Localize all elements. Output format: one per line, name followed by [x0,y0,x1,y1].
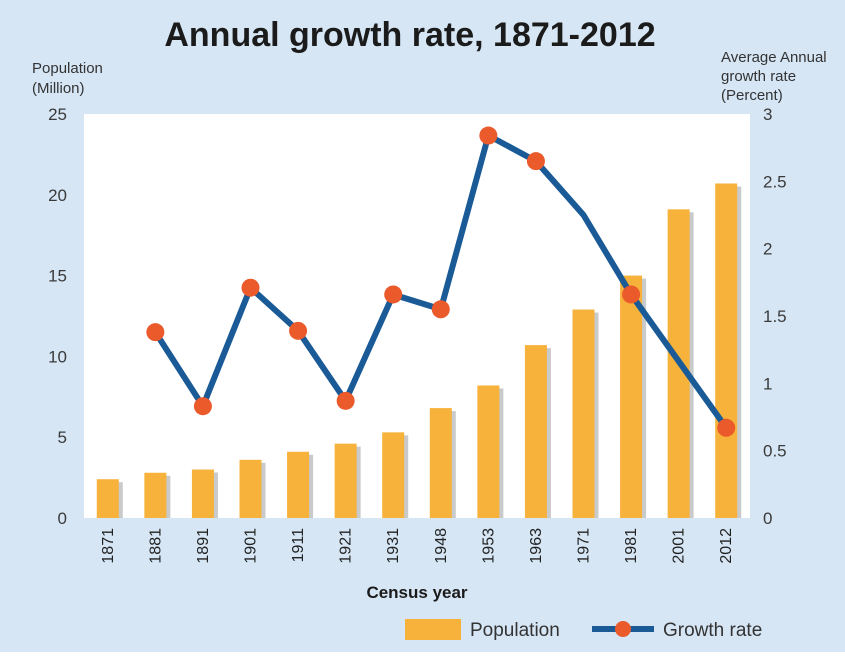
x-axis-tick-label: 1871 [100,528,117,564]
right-axis-tick-label: 2 [763,240,772,259]
left-axis-tick-label: 5 [58,428,67,447]
right-axis-tick-label: 1.5 [763,307,787,326]
chart-title: Annual growth rate, 1871-2012 [164,16,655,54]
growth-rate-point [241,278,260,297]
right-axis-tick-label: 0 [763,509,772,528]
x-axis-tick-label: 1963 [528,528,545,564]
right-axis-tick-label: 2.5 [763,172,787,191]
x-axis-tick-label: 1971 [576,528,593,564]
x-axis-tick-label: 2012 [718,528,735,564]
left-axis-tick-label: 25 [48,105,67,124]
population-bar [287,451,310,518]
population-bar [715,183,738,518]
x-axis-tick-label: 1921 [338,528,355,564]
x-axis-tick-label: 1931 [385,528,402,564]
growth-rate-point [289,321,308,340]
right-axis-tick-label: 1 [763,374,772,393]
right-axis-title-line-3: (Percent) [721,87,783,104]
legend-population-label: Population [470,620,560,641]
population-bar [572,309,595,518]
growth-rate-point [336,391,355,410]
right-axis-title-line-2: growth rate [721,68,796,85]
left-axis-tick-label: 20 [48,186,67,205]
population-bar [382,432,405,518]
x-axis-tick-label: 1953 [480,528,497,564]
growth-rate-point [622,285,641,304]
legend-growth-rate-label: Growth rate [663,620,762,641]
legend: Population Growth rate [405,619,762,641]
legend-growth-rate-marker [615,621,631,637]
left-axis-title-line-2: (Million) [32,80,85,97]
left-axis-title-line-1: Population [32,60,103,77]
growth-rate-point [146,323,165,342]
x-axis-tick-label: 1891 [195,528,212,564]
x-axis-tick-label: 1881 [147,528,164,564]
population-bar [144,472,167,518]
right-axis-title-line-1: Average Annual [721,49,827,66]
x-axis-ticks: 1871 1881 1891 1901 1911 1921 1931 1948 1953 1963… [100,528,735,564]
population-bar [524,345,547,518]
right-axis-tick-label: 0.5 [763,442,787,461]
x-axis-tick-label: 2001 [671,528,688,564]
x-axis-tick-label: 1948 [433,528,450,564]
x-axis-tick-label: 1901 [243,528,260,564]
left-axis-tick-label: 10 [48,347,67,366]
legend-population-swatch [405,619,461,640]
population-bar [239,459,262,518]
x-axis-tick-label: 1981 [623,528,640,564]
right-axis-tick-label: 3 [763,105,772,124]
growth-rate-series [146,126,736,437]
growth-rate-point [479,126,498,145]
population-bar [429,408,452,518]
left-axis-tick-label: 0 [58,509,67,528]
growth-rate-point [384,285,403,304]
population-bar [620,275,643,518]
left-axis-tick-label: 15 [48,267,67,286]
left-axis-ticks: 0 5 10 15 20 25 [48,105,67,528]
population-bar [191,469,214,518]
x-axis-tick-label: 1911 [290,528,307,563]
population-bar [334,443,357,518]
growth-rate-point [193,397,212,416]
growth-rate-point [717,418,736,437]
right-axis-ticks: 0 0.5 1 1.5 2 2.5 3 [763,105,787,528]
growth-rate-line [152,132,730,431]
x-axis-title: Census year [366,583,467,602]
growth-rate-point [526,152,545,171]
growth-rate-point [431,300,450,319]
population-bar [477,385,500,518]
population-bar [96,479,119,518]
